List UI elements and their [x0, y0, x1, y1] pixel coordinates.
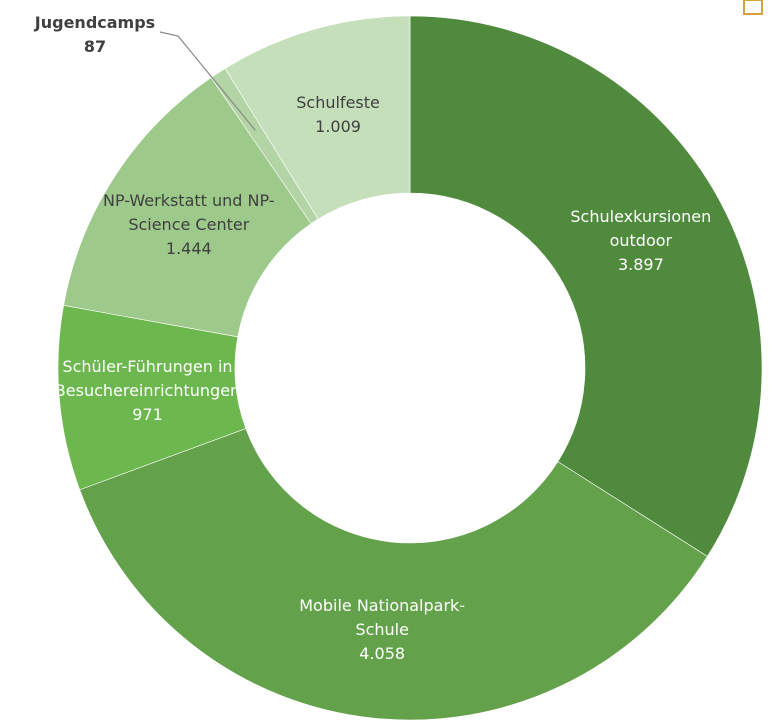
value-label: 87	[83, 37, 107, 56]
category-label: Mobile Nationalpark-Schule	[299, 596, 466, 640]
slice-label: Jugendcamps 87	[0, 11, 195, 59]
value-label: 971	[132, 404, 163, 424]
value-label: 1.444	[165, 238, 212, 258]
donut-slice	[63, 77, 312, 338]
value-label: 1.009	[315, 116, 361, 136]
category-label: Jugendcamps	[34, 13, 156, 32]
slice-label: Schulfeste 1.009	[238, 91, 438, 139]
slice-label: Schüler-Führungen in Besuchereinrichtung…	[47, 355, 247, 427]
value-label: 3.897	[617, 254, 664, 274]
slice-label: Mobile Nationalpark-Schule 4.058	[282, 594, 482, 666]
leader-line	[159, 31, 256, 131]
value-label: 4.058	[359, 644, 406, 664]
category-label: Schulfeste	[296, 92, 380, 112]
category-label: Schulexkursionen outdoor	[570, 206, 712, 250]
slice-label: Schulexkursionen outdoor 3.897	[541, 205, 741, 277]
slice-label: NP-Werkstatt und NP-Science Center 1.444	[89, 189, 289, 261]
category-label: NP-Werkstatt und NP-Science Center	[103, 190, 275, 234]
category-label: Schüler-Führungen in Besuchereinrichtung…	[54, 356, 241, 400]
donut-slice	[409, 15, 763, 557]
donut-slice	[224, 15, 411, 220]
donut-slice	[79, 428, 708, 721]
corner-icon	[743, 0, 763, 15]
